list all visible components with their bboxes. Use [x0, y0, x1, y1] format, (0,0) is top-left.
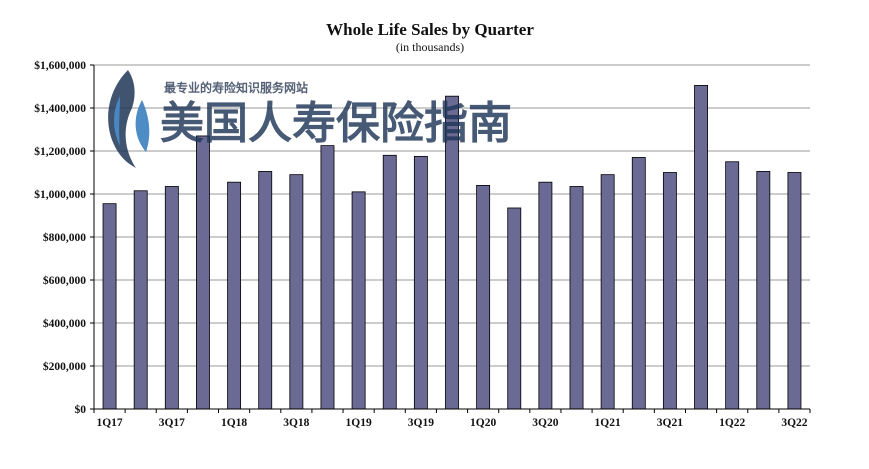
bar-4Q20 — [569, 186, 584, 410]
y-tick-label: $0 — [75, 403, 87, 416]
x-tick-label: 1Q19 — [346, 417, 372, 429]
bar-1Q18 — [227, 181, 242, 410]
x-tick-label: 3Q21 — [657, 417, 683, 429]
bar-3Q20 — [538, 181, 553, 410]
watermark: 最专业的寿险知识服务网站 美国人寿保险指南 — [108, 70, 512, 168]
chart-subtitle: (in thousands) — [396, 40, 464, 54]
bar-3Q21 — [662, 172, 677, 410]
x-tick-label: 1Q20 — [470, 417, 496, 429]
axes — [90, 64, 811, 413]
x-tick-label: 1Q22 — [719, 417, 745, 429]
bar-2Q19 — [382, 154, 397, 410]
x-tick-labels: 1Q17 3Q17 1Q18 3Q18 1Q19 3Q19 1Q20 3Q20 1Q21 3Q21… — [96, 417, 807, 429]
bar-1Q20 — [476, 184, 491, 410]
y-tick-label: $600,000 — [43, 274, 86, 287]
watermark-brand: 美国人寿保险指南 — [160, 98, 512, 149]
bar-3Q17 — [164, 186, 179, 410]
bar-4Q17 — [196, 135, 210, 410]
bar-1Q21 — [600, 174, 615, 410]
x-tick-label: 3Q18 — [283, 417, 309, 429]
y-tick-label: $1,000,000 — [34, 188, 86, 201]
x-tick-label: 3Q20 — [532, 417, 558, 429]
x-tick-label: 1Q18 — [221, 417, 247, 429]
y-tick-label: $200,000 — [43, 360, 86, 373]
y-tick-labels: $0 $200,000 $400,000 $600,000 $800,000 $1,000… — [34, 59, 86, 416]
y-tick-label: $800,000 — [43, 231, 86, 244]
bar-2Q18 — [258, 171, 273, 410]
x-tick-label: 3Q22 — [781, 417, 807, 429]
bar-2Q21 — [631, 157, 646, 410]
bar-1Q19 — [351, 191, 366, 410]
bar-3Q18 — [289, 174, 304, 410]
bar-1Q22 — [725, 161, 740, 410]
x-tick-label: 1Q17 — [96, 417, 122, 429]
bar-3Q19 — [413, 155, 428, 410]
y-tick-label: $1,200,000 — [34, 145, 86, 158]
watermark-tagline: 最专业的寿险知识服务网站 — [164, 80, 308, 95]
bar-2Q22 — [756, 171, 771, 410]
bar-3Q22 — [787, 172, 802, 410]
x-tick-label: 1Q21 — [595, 417, 621, 429]
bar-2Q20 — [507, 207, 522, 410]
bar-4Q18 — [320, 145, 335, 410]
bar-1Q17 — [102, 203, 117, 410]
bar-2Q17 — [133, 190, 148, 410]
flame-logo-icon — [108, 70, 150, 168]
x-tick-label: 3Q17 — [159, 417, 185, 429]
y-tick-label: $1,600,000 — [34, 59, 86, 72]
x-tick-label: 3Q19 — [408, 417, 434, 429]
chart-title: Whole Life Sales by Quarter — [326, 20, 534, 39]
y-tick-label: $1,400,000 — [34, 102, 86, 115]
bar-4Q21 — [694, 85, 708, 410]
y-tick-label: $400,000 — [43, 317, 86, 330]
